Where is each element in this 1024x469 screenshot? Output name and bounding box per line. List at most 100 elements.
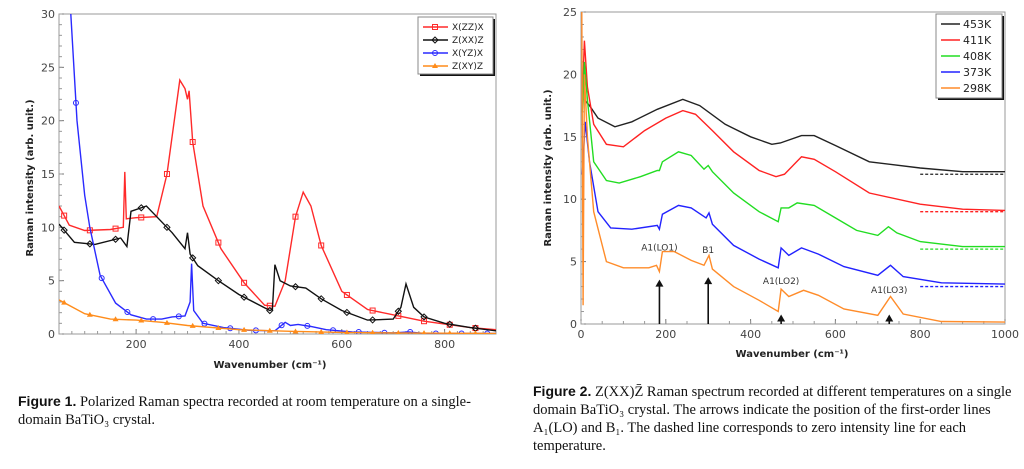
x-tick-label: 400 bbox=[740, 328, 761, 341]
legend-label: Z(XY)Z bbox=[452, 62, 483, 72]
figure-1-label: Figure 1. bbox=[18, 393, 77, 409]
square-marker bbox=[421, 318, 428, 325]
triangle-marker bbox=[163, 319, 170, 325]
square-marker bbox=[241, 279, 248, 286]
legend: 453K 411K 408K 373K 298K bbox=[935, 13, 1004, 100]
triangle-marker bbox=[318, 328, 325, 334]
peak-annotation: A1(LO1) bbox=[641, 243, 678, 324]
legend-label: 453K bbox=[963, 18, 992, 31]
triangle-marker bbox=[112, 316, 119, 322]
diamond-marker bbox=[431, 36, 439, 44]
chart-figure-1: Wavenumber (cm⁻¹) Raman intensity (arb. … bbox=[25, 8, 497, 371]
square-marker bbox=[292, 213, 299, 220]
y-tick-label: 25 bbox=[41, 61, 55, 74]
triangle-marker bbox=[61, 299, 68, 305]
arrow-up-icon bbox=[777, 314, 786, 322]
square-marker bbox=[112, 225, 119, 232]
y-tick-label: 25 bbox=[563, 6, 577, 19]
arrow-up-icon bbox=[655, 279, 664, 287]
series-line-411K bbox=[581, 40, 1005, 212]
triangle-marker bbox=[370, 329, 376, 334]
diamond-marker bbox=[240, 293, 248, 301]
figure-2-text: Z(XX)Z̄ Raman spectrum recorded at diffe… bbox=[533, 384, 1012, 454]
legend-label: 411K bbox=[963, 34, 992, 47]
diamond-marker bbox=[317, 295, 325, 303]
figure-1-text: Polarized Raman spectra recorded at room… bbox=[18, 394, 471, 428]
diamond-marker bbox=[188, 254, 197, 262]
y-tick-label: 5 bbox=[570, 256, 577, 269]
triangle-marker bbox=[266, 327, 273, 333]
x-tick-label: 600 bbox=[825, 328, 846, 341]
diamond-marker bbox=[214, 276, 223, 285]
triangle-marker bbox=[241, 326, 248, 332]
series-line-Z(XX)Z bbox=[59, 205, 496, 332]
square-marker bbox=[369, 307, 376, 314]
x-axis-label: Wavenumber (cm⁻¹) bbox=[214, 360, 327, 371]
plot-area bbox=[581, 12, 1005, 323]
legend-label: 408K bbox=[963, 50, 992, 63]
legend-label: Z(XX)Z bbox=[452, 36, 484, 46]
diamond-marker bbox=[343, 308, 351, 317]
y-tick-label: 15 bbox=[563, 131, 577, 144]
legend-label: X(YZ)X bbox=[452, 49, 483, 59]
square-marker bbox=[163, 171, 170, 177]
series-line-X(YZ)X bbox=[70, 14, 496, 334]
circle-marker bbox=[175, 313, 182, 320]
square-marker bbox=[343, 291, 350, 298]
triangle-marker bbox=[473, 330, 478, 334]
circle-marker bbox=[278, 322, 285, 329]
diamond-marker bbox=[291, 283, 300, 291]
legend-label: X(ZZ)X bbox=[452, 23, 484, 33]
x-tick-label: 400 bbox=[228, 338, 249, 351]
y-tick-label: 0 bbox=[48, 328, 55, 341]
series-line-298K bbox=[581, 12, 1005, 323]
circle-marker bbox=[201, 320, 208, 327]
triangle-marker bbox=[344, 329, 350, 334]
figure-1-caption: Figure 1. Polarized Raman spectra record… bbox=[18, 392, 508, 429]
series-line-453K bbox=[581, 74, 1005, 173]
triangle-marker bbox=[395, 329, 401, 334]
circle-marker bbox=[124, 309, 131, 316]
x-tick-label: 200 bbox=[655, 328, 676, 341]
diamond-marker bbox=[420, 313, 428, 321]
triangle-marker bbox=[447, 330, 452, 334]
circle-marker bbox=[407, 329, 414, 334]
x-tick-label: 0 bbox=[578, 328, 585, 341]
x-tick-label: 1000 bbox=[991, 328, 1019, 341]
legend: X(ZZ)X Z(XX)Z X(YZ)X Z(XY)Z bbox=[417, 16, 495, 76]
chart-figure-2: Wavenumber (cm⁻¹) Raman intensity (arb. … bbox=[543, 6, 1019, 360]
y-tick-label: 15 bbox=[41, 168, 55, 181]
series-line-X(ZZ)X bbox=[59, 78, 496, 331]
triangle-marker bbox=[86, 311, 93, 317]
series-line-Z(XY)Z bbox=[59, 299, 496, 334]
circle-marker bbox=[432, 50, 438, 56]
arrow-up-icon bbox=[885, 314, 894, 322]
diamond-marker bbox=[137, 204, 145, 212]
y-tick-label: 5 bbox=[48, 275, 55, 288]
diamond-marker bbox=[394, 307, 403, 315]
arrow-up-icon bbox=[704, 277, 713, 285]
square-marker bbox=[215, 239, 222, 246]
y-tick-label: 10 bbox=[563, 193, 577, 206]
x-axis-label: Wavenumber (cm⁻¹) bbox=[736, 349, 849, 360]
triangle-marker bbox=[138, 317, 145, 323]
triangle-marker bbox=[189, 322, 196, 328]
y-tick-label: 10 bbox=[41, 221, 55, 234]
diamond-marker bbox=[86, 240, 94, 248]
x-tick-label: 800 bbox=[434, 338, 455, 351]
plot-area bbox=[59, 14, 496, 334]
square-marker bbox=[432, 24, 438, 30]
figure-2-caption: Figure 2. Z(XX)Z̄ Raman spectrum recorde… bbox=[533, 382, 1023, 455]
legend-label: 298K bbox=[963, 82, 992, 95]
triangle-marker bbox=[215, 325, 222, 331]
annotation-label: B1 bbox=[702, 246, 714, 256]
x-tick-label: 600 bbox=[331, 338, 352, 351]
square-marker bbox=[61, 212, 68, 219]
square-marker bbox=[189, 139, 196, 145]
circle-marker bbox=[304, 322, 311, 329]
diamond-marker bbox=[446, 320, 454, 328]
peak-annotation: A1(LO3) bbox=[871, 286, 907, 324]
y-axis-label: Raman intensity (arb. unit.) bbox=[543, 89, 554, 246]
figure-2-label: Figure 2. bbox=[533, 383, 592, 399]
